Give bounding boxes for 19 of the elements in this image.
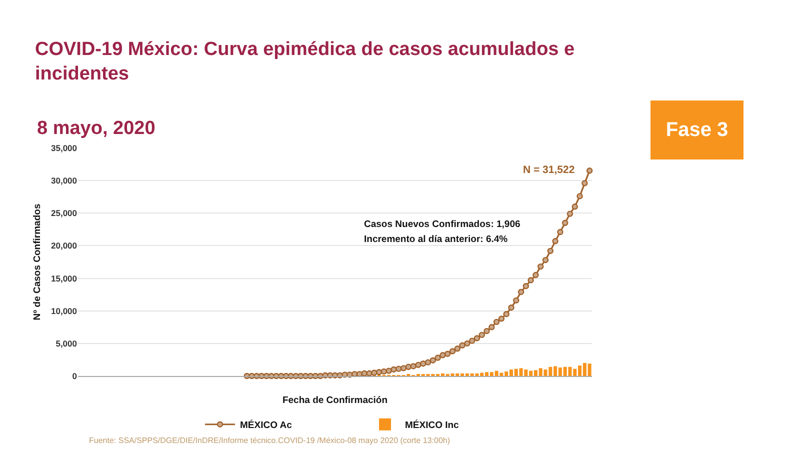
annotation: Incremento al día anterior: 6.4% (364, 234, 508, 245)
chart-title: COVID-19 México: Curva epimédica de casos acumulados e incidentes (35, 39, 575, 85)
source-note: Fuente: SSA/SPPS/DGE/DIE/InDRE/Informe técnico.COVID-19 /México-08 mayo 2020 (corte 13:00h) (89, 436, 450, 445)
legend-label: MÉXICO Inc (405, 419, 459, 432)
chart-subtitle: 8 mayo, 2020 (37, 118, 156, 139)
x-axis-title: Fecha de Confirmación (282, 395, 388, 406)
y-tick-label: 35,000 (51, 142, 78, 153)
y-tick-label: 10,000 (51, 306, 78, 316)
y-tick-label: 5,000 (56, 338, 78, 348)
y-tick-label: 30,000 (51, 176, 78, 186)
text: Fase 3 (666, 119, 728, 141)
y-axis-title: Nº de Casos Confirmados (32, 204, 44, 320)
legend-label: MÉXICO Ac (240, 419, 292, 432)
y-tick-label: 15,000 (51, 273, 78, 284)
annotation: Casos Nuevos Confirmados: 1,906 (364, 219, 520, 230)
y-tick-label: 0 (72, 370, 78, 381)
y-tick-label: 20,000 (51, 240, 78, 251)
annotation: N = 31,522 (523, 164, 575, 176)
y-tick-label: 25,000 (51, 208, 78, 218)
